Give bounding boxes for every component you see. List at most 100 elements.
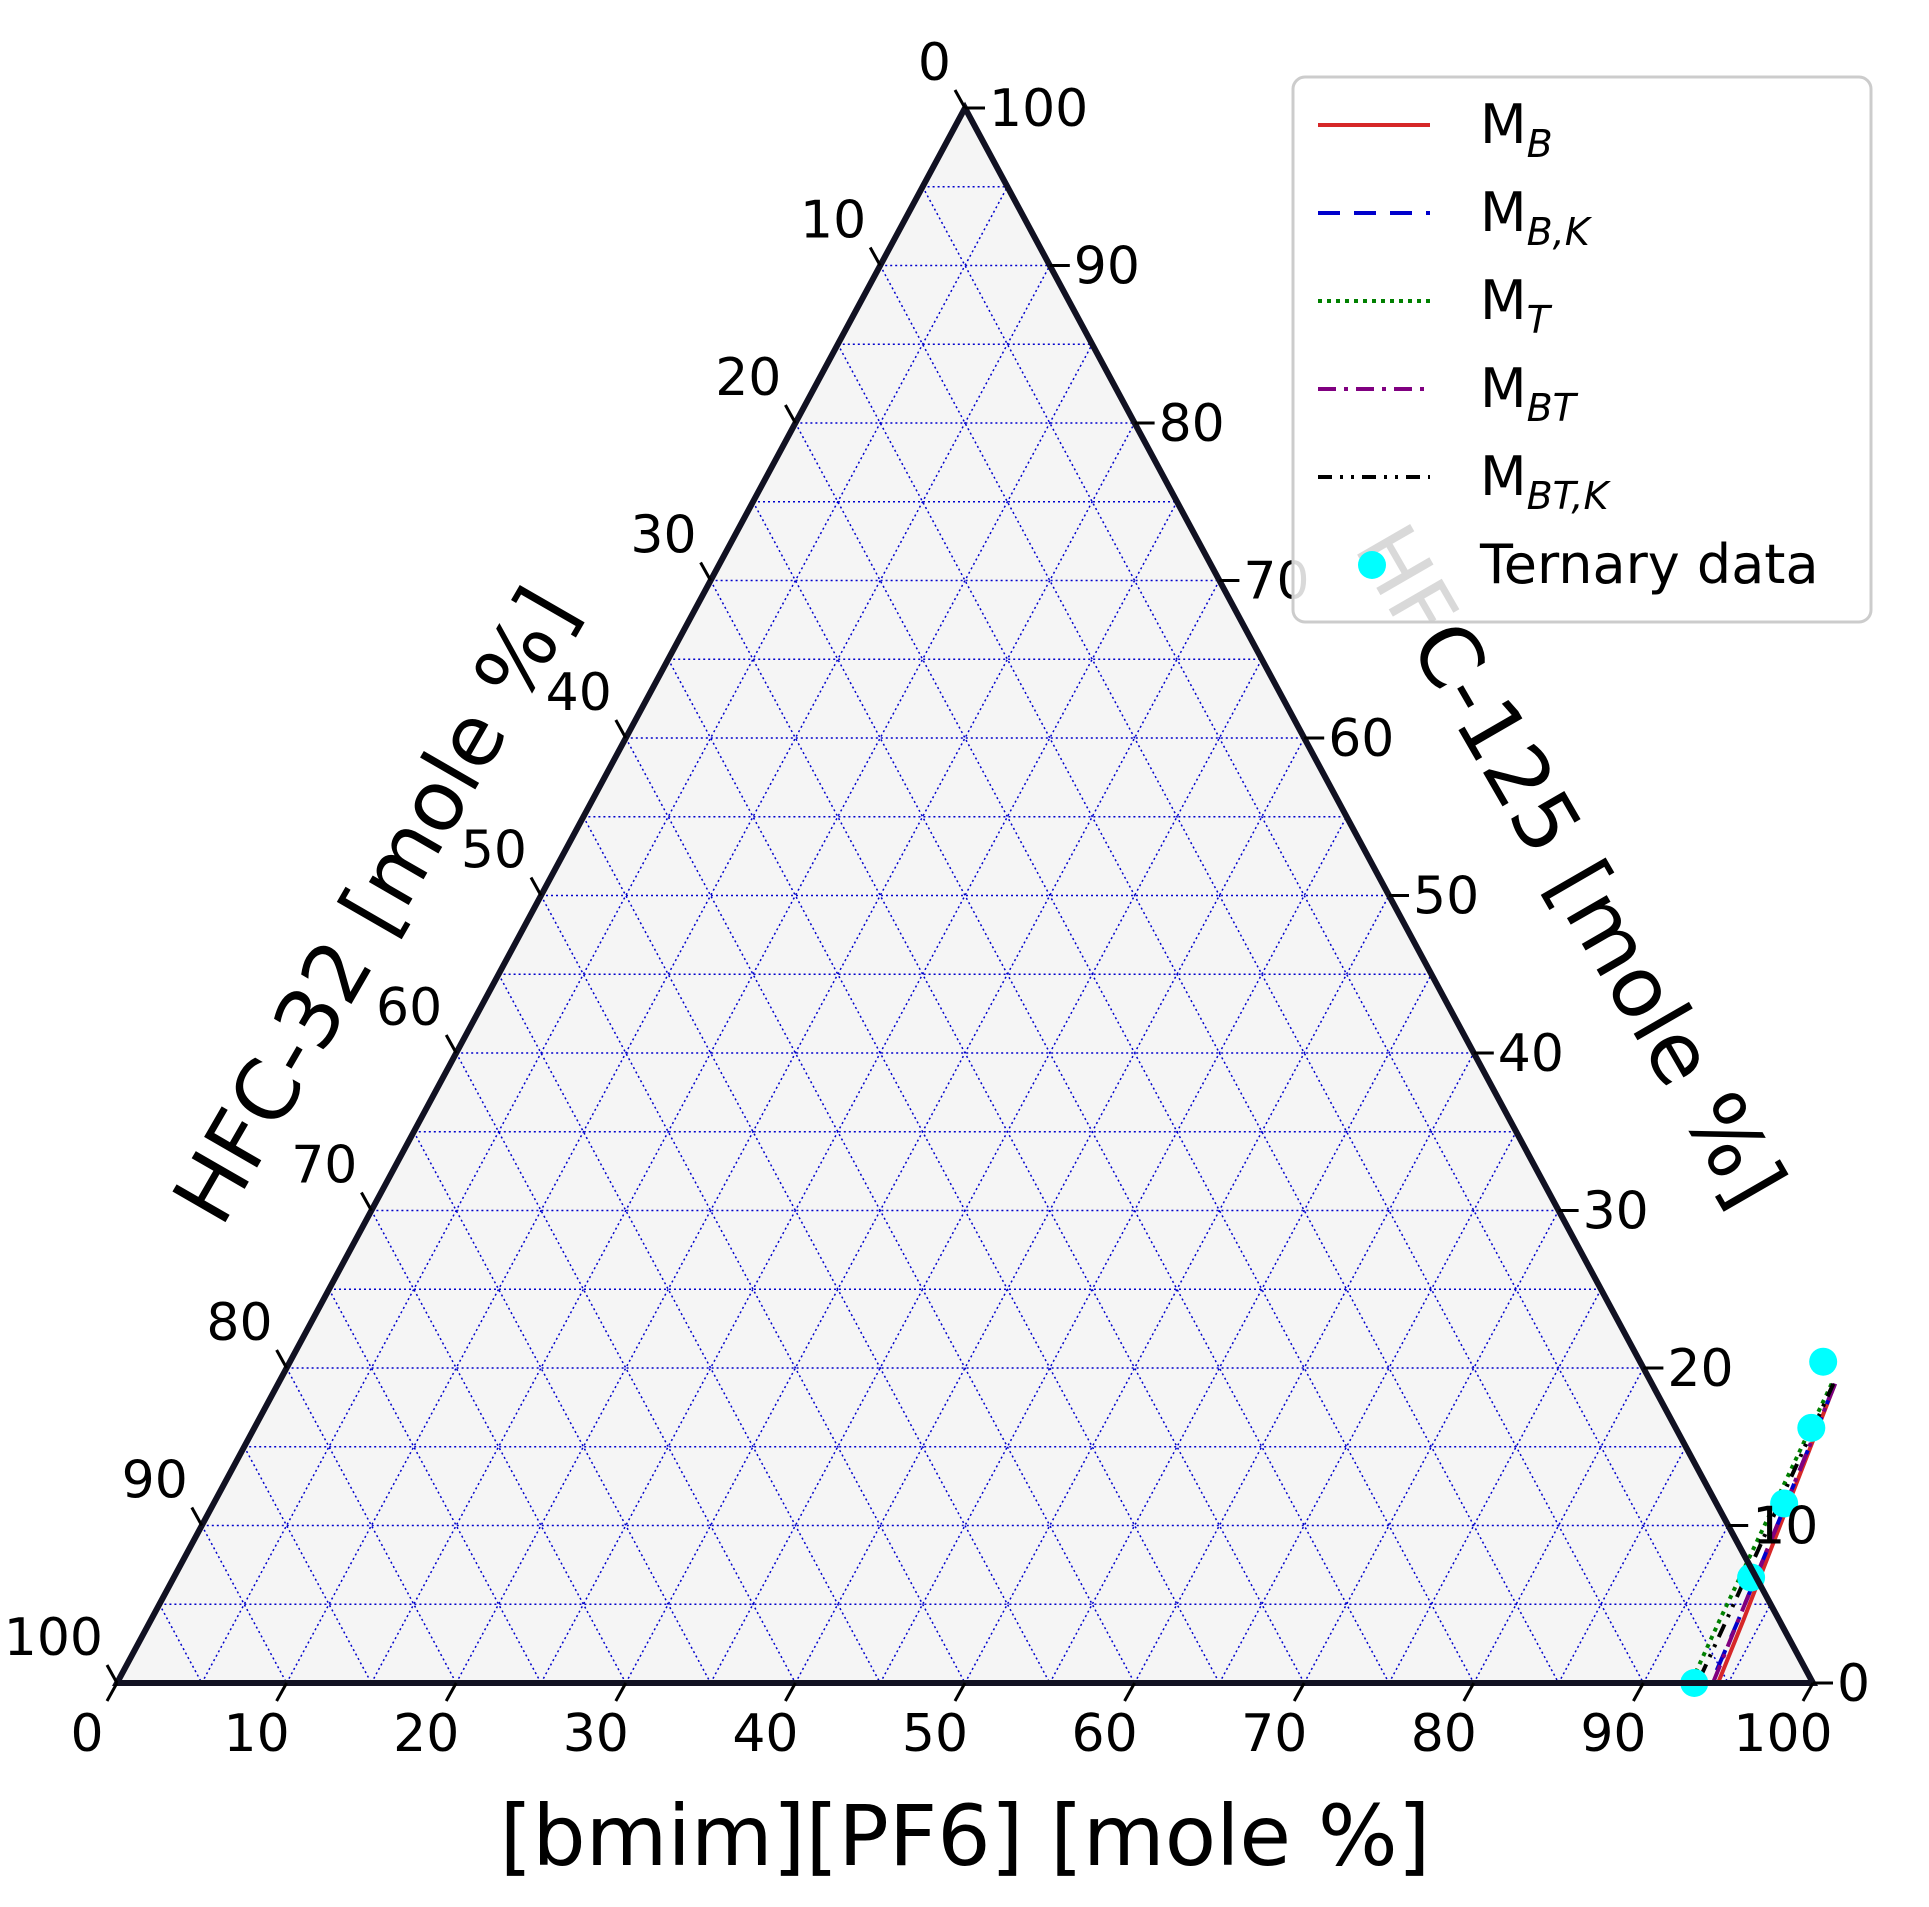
bottom-tick-label: 20 [393, 1704, 459, 1764]
grid-line [540, 895, 966, 1684]
grid-line [709, 658, 1263, 1684]
grid-line [201, 186, 1009, 1684]
legend-marker [1358, 551, 1386, 579]
left-tick-label: 10 [800, 191, 866, 251]
grid-line [667, 658, 1221, 1684]
left-tick-label: 20 [715, 348, 781, 408]
bottom-axis-title: [bmim][PF6] [mole %] [500, 1787, 1431, 1885]
bottom-tick [275, 1682, 288, 1702]
legend-label-subscript: T [1527, 298, 1553, 342]
legend-label-subscript: B,K [1527, 210, 1593, 254]
left-tick-label: 40 [546, 663, 612, 723]
left-tick-label: 100 [4, 1608, 103, 1668]
bottom-tick [953, 1682, 967, 1702]
grid-line [1049, 973, 1433, 1684]
left-tick [614, 719, 628, 739]
bottom-tick-label: 80 [1411, 1704, 1477, 1764]
legend-label-subscript: BT,K [1527, 474, 1612, 518]
left-tick-label: 60 [376, 978, 442, 1038]
grid-line [879, 816, 1348, 1684]
right-tick-label: 80 [1159, 394, 1225, 454]
grid-line [582, 816, 1051, 1684]
bottom-tick [1632, 1682, 1645, 1702]
bottom-tick-label: 40 [732, 1704, 798, 1764]
left-tick [953, 89, 967, 109]
legend-label: MB [1480, 93, 1553, 166]
data-point [1809, 1347, 1838, 1376]
data-point [1797, 1413, 1826, 1442]
grid-line [455, 1052, 797, 1684]
bottom-tick [1292, 1682, 1306, 1702]
right-tick-label: 0 [1837, 1654, 1870, 1714]
bottom-tick-label: 0 [70, 1704, 103, 1764]
axis-ticks: 0 10 20 30 40 50 60 70 80 90 100010203040506070809… [4, 33, 1870, 1764]
grid-line [625, 737, 1136, 1684]
legend-label-base: M [1480, 181, 1527, 244]
bottom-tick-label: 50 [902, 1704, 968, 1764]
bottom-tick [614, 1682, 628, 1702]
grid-line [413, 1131, 712, 1684]
bottom-tick [784, 1682, 797, 1702]
right-tick-label: 30 [1583, 1182, 1649, 1242]
legend-label: Ternary data [1479, 533, 1819, 596]
grid-line [285, 265, 1051, 1684]
grid-line [794, 737, 1305, 1684]
bottom-tick [1123, 1682, 1136, 1702]
data-markers [1680, 1347, 1838, 1697]
grid-line [1218, 1131, 1517, 1684]
left-tick-label: 70 [291, 1136, 357, 1196]
bottom-tick-label: 10 [224, 1704, 290, 1764]
bottom-tick-label: 90 [1580, 1704, 1646, 1764]
legend-label: MBT,K [1480, 445, 1611, 518]
left-tick [868, 246, 882, 267]
grid-line [921, 186, 1729, 1684]
left-tick [529, 876, 543, 897]
bottom-tick-label: 70 [1241, 1704, 1307, 1764]
right-tick-label: 40 [1498, 1024, 1564, 1084]
left-tick-label: 90 [122, 1451, 188, 1511]
left-tick-label: 0 [918, 33, 951, 93]
left-tick [275, 1349, 288, 1369]
right-tick-label: 10 [1752, 1497, 1818, 1557]
legend-label: MB,K [1480, 181, 1593, 254]
left-tick-label: 50 [461, 821, 527, 881]
grid-line [455, 422, 1136, 1684]
bottom-tick [1462, 1682, 1476, 1702]
grid-line [752, 501, 1390, 1684]
left-tick [360, 1191, 373, 1212]
series-line [1689, 1382, 1834, 1684]
grid-lines [158, 186, 1772, 1684]
grid-line [1133, 1052, 1475, 1684]
right-tick-label: 20 [1667, 1339, 1733, 1399]
left-tick [784, 404, 797, 424]
legend-label-base: M [1480, 445, 1527, 508]
left-tick-label: 30 [630, 506, 696, 566]
series-line [1711, 1382, 1837, 1684]
left-tick [444, 1034, 458, 1054]
bottom-tick [105, 1682, 119, 1702]
left-tick-label: 80 [206, 1293, 272, 1353]
data-point [1770, 1489, 1799, 1518]
legend-label: MBT [1480, 357, 1579, 430]
grid-line [837, 343, 1560, 1684]
grid-line [540, 501, 1178, 1684]
left-tick [699, 561, 712, 582]
legend-label-base: M [1480, 357, 1527, 420]
bottom-tick-label: 30 [563, 1704, 629, 1764]
right-tick-label: 50 [1413, 867, 1479, 927]
legend-label-subscript: B [1527, 122, 1553, 166]
left-tick [190, 1506, 204, 1527]
right-tick-label: 100 [989, 79, 1088, 139]
legend-label-subscript: BT [1527, 386, 1579, 430]
bottom-tick-label: 60 [1072, 1704, 1138, 1764]
right-tick-label: 90 [1074, 237, 1140, 297]
legend-label-base: M [1480, 93, 1527, 156]
grid-line [879, 265, 1645, 1684]
legend-label: MT [1480, 269, 1553, 342]
right-tick-label: 60 [1328, 709, 1394, 769]
legend-label-base: M [1480, 269, 1527, 332]
left-tick [105, 1664, 119, 1684]
legend-box [1291, 75, 1873, 624]
